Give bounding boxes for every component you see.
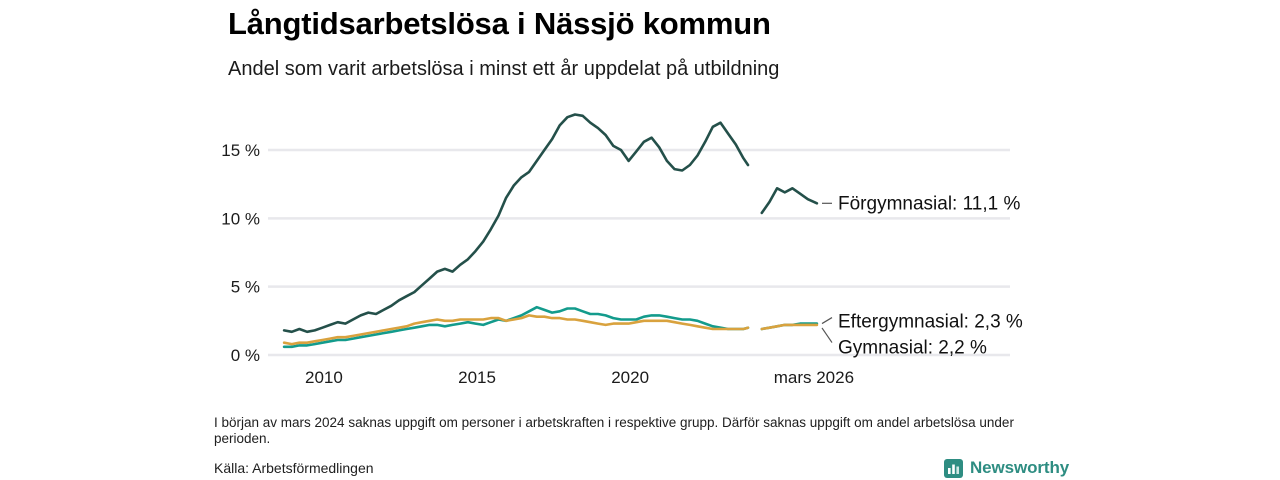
page-title: Långtidsarbetslösa i Nässjö kommun bbox=[228, 6, 771, 41]
x-tick-label: 2015 bbox=[458, 368, 496, 387]
series-inline-labels: Förgymnasial: 11,1 % Eftergymnasial: 2,3 … bbox=[838, 193, 1023, 358]
series-lines bbox=[282, 113, 819, 349]
leader-line bbox=[821, 317, 833, 325]
series-line-eftergymnasial bbox=[282, 305, 750, 349]
series-line-gymnasial bbox=[282, 314, 750, 346]
chart-svg: 0 % 5 % 10 % 15 % 2010 2015 2020 mars 2026 För… bbox=[221, 113, 1023, 387]
bar-chart-icon bbox=[944, 458, 963, 478]
chart-source: Källa: Arbetsförmedlingen bbox=[214, 460, 374, 476]
y-tick-label: 10 % bbox=[221, 209, 260, 228]
series-label-gymnasial: Gymnasial: 2,2 % bbox=[838, 338, 987, 359]
x-tick-label: 2020 bbox=[611, 368, 649, 387]
line-chart: 0 % 5 % 10 % 15 % 2010 2015 2020 mars 2026 För… bbox=[0, 96, 1280, 396]
x-tick-label: 2010 bbox=[305, 368, 343, 387]
leader-line bbox=[821, 327, 833, 343]
chart-footnote: I början av mars 2024 saknas uppgift om … bbox=[214, 415, 1014, 446]
series-line-gymnasial bbox=[760, 323, 819, 331]
logo-wordmark: Newsworthy bbox=[970, 458, 1070, 477]
series-line-förgymnasial bbox=[282, 113, 750, 334]
x-tick-label: mars 2026 bbox=[774, 368, 854, 387]
y-tick-label: 0 % bbox=[231, 346, 260, 365]
newsworthy-logo: Newsworthy bbox=[944, 458, 1069, 478]
y-tick-label: 5 % bbox=[231, 278, 260, 297]
series-line-förgymnasial bbox=[760, 187, 819, 215]
y-tick-label: 15 % bbox=[221, 141, 260, 160]
series-label-förgymnasial: Förgymnasial: 11,1 % bbox=[838, 193, 1020, 214]
y-axis-tick-labels: 0 % 5 % 10 % 15 % bbox=[221, 141, 260, 365]
x-axis-tick-labels: 2010 2015 2020 mars 2026 bbox=[305, 368, 854, 387]
series-label-eftergymnasial: Eftergymnasial: 2,3 % bbox=[838, 312, 1023, 333]
page-subtitle: Andel som varit arbetslösa i minst ett å… bbox=[228, 58, 780, 80]
leader-lines bbox=[821, 202, 833, 343]
